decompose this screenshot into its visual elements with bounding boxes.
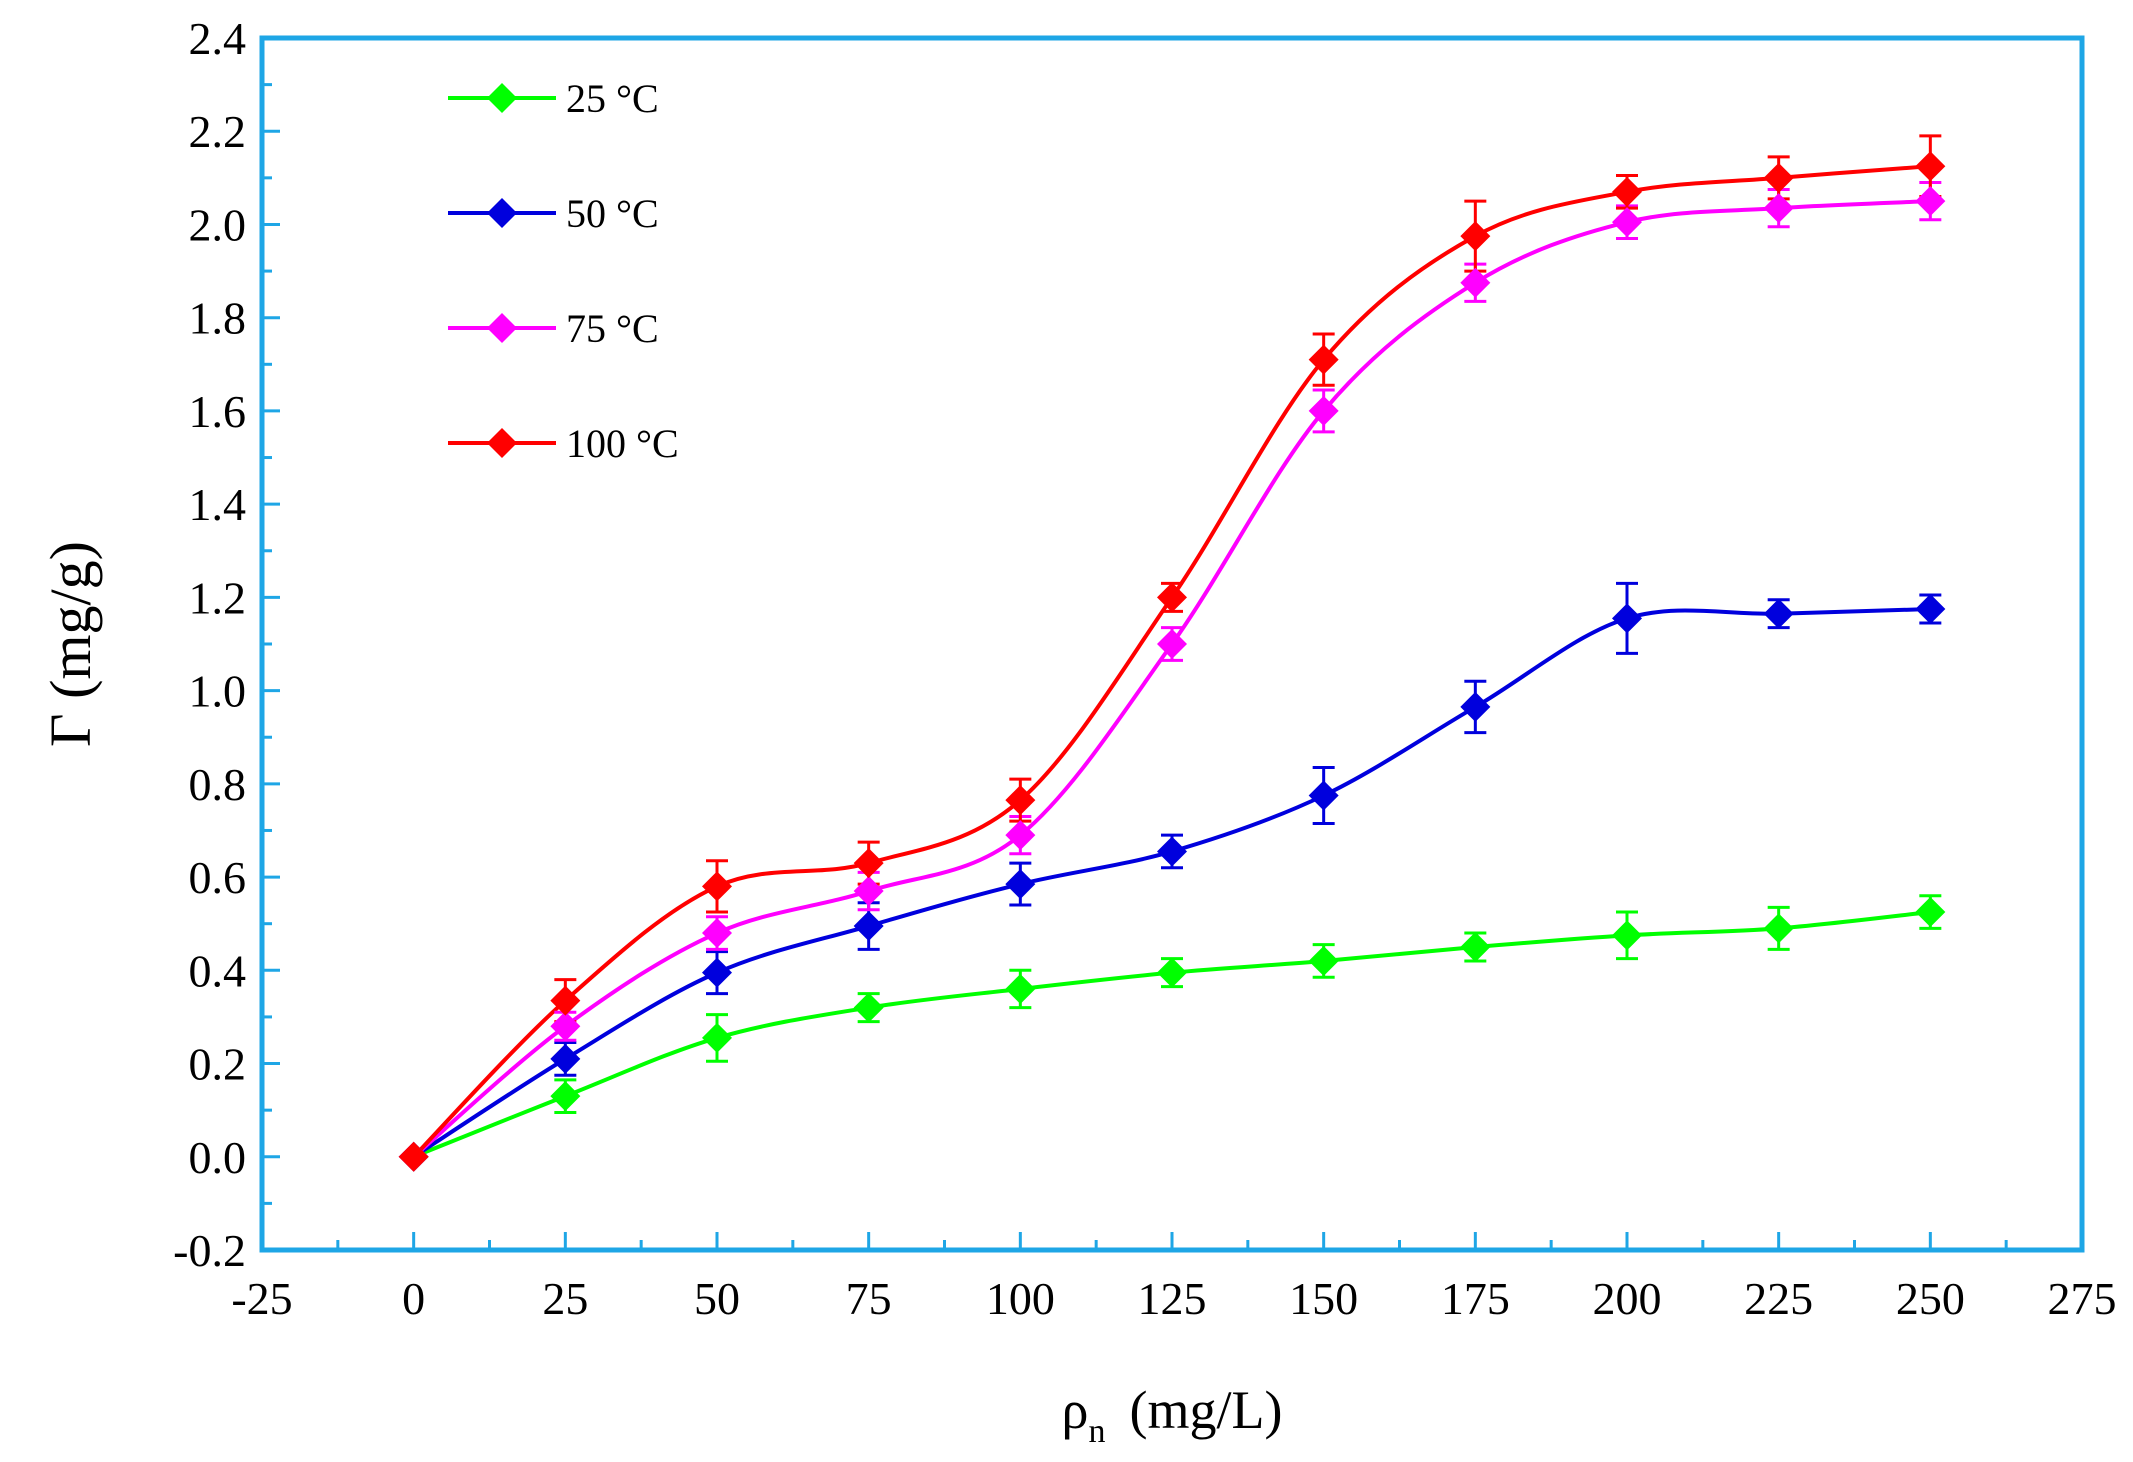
y-tick-label: 1.0: [189, 666, 247, 717]
data-point: [1915, 594, 1946, 625]
x-tick-label: -25: [231, 1273, 292, 1324]
data-point: [1157, 629, 1187, 659]
data-point: [550, 1081, 581, 1112]
data-point: [1460, 267, 1491, 298]
x-tick-label: 75: [846, 1273, 892, 1324]
data-point: [550, 1011, 581, 1042]
y-axis-ticks: -0.2 0.0 0.2 0.4 0.6 0.8 1.0 1.2 1.4 1.6 1.8 2.0 2.2…: [173, 13, 280, 1276]
series-line: [412, 607, 1931, 1159]
x-tick-label: 275: [2048, 1273, 2117, 1324]
data-point: [1308, 945, 1339, 976]
data-point: [1308, 344, 1339, 375]
data-point: [1005, 973, 1036, 1004]
series-line: [412, 910, 1931, 1159]
x-axis-ticks: -25 0 25 50 75 100 125 150 175 200 225 250 275: [231, 1232, 2117, 1324]
y-tick-label: 1.6: [189, 386, 247, 437]
y-tick-label: 0.0: [189, 1132, 247, 1183]
data-point: [1612, 207, 1642, 238]
legend-marker: [487, 428, 517, 458]
data-point: [702, 1022, 732, 1053]
legend-marker: [487, 83, 517, 113]
data-point: [550, 985, 581, 1016]
y-tick-label: 2.0: [189, 199, 247, 250]
legend-label: 25 °C: [566, 76, 659, 121]
y-tick-label: -0.2: [173, 1225, 246, 1276]
data-point: [1612, 920, 1642, 951]
y-tick-label: 0.4: [189, 945, 247, 996]
y-tick-label: 1.2: [189, 572, 247, 623]
x-tick-label: 50: [694, 1273, 740, 1324]
data-point: [1915, 186, 1946, 217]
data-point: [853, 876, 884, 907]
y-tick-label: 1.4: [189, 479, 247, 530]
legend-label: 75 °C: [566, 306, 659, 351]
data-point: [1005, 869, 1036, 900]
x-tick-label: 175: [1441, 1273, 1510, 1324]
data-point: [702, 918, 732, 949]
data-point: [1460, 932, 1491, 962]
y-tick-label: 0.2: [189, 1039, 247, 1090]
legend-marker: [487, 313, 517, 343]
data-markers: [398, 151, 1946, 1172]
data-point: [1612, 603, 1642, 634]
x-tick-label: 125: [1138, 1273, 1207, 1324]
data-point: [1763, 598, 1794, 629]
data-point: [1157, 582, 1187, 613]
x-tick-label: 150: [1289, 1273, 1358, 1324]
data-point: [853, 911, 884, 942]
y-tick-label: 1.8: [189, 293, 247, 344]
data-point: [702, 957, 732, 988]
legend-label: 50 °C: [566, 191, 659, 236]
y-tick-label: 2.2: [189, 106, 247, 157]
x-tick-label: 25: [542, 1273, 588, 1324]
legend-label: 100 °C: [566, 421, 679, 466]
data-point: [398, 1141, 429, 1172]
data-point: [1308, 395, 1339, 426]
y-tick-label: 0.8: [189, 759, 247, 810]
x-tick-label: 225: [1744, 1273, 1813, 1324]
data-point: [550, 1043, 581, 1074]
x-axis-title: ρn (mg/L): [1062, 1380, 1283, 1450]
data-point: [1005, 785, 1036, 816]
data-point: [1915, 151, 1946, 182]
data-point: [1763, 193, 1794, 224]
legend: 25 °C 50 °C 75 °C 100 °C: [448, 76, 679, 466]
data-point: [1763, 913, 1794, 944]
x-tick-label: 100: [986, 1273, 1055, 1324]
data-point: [1763, 162, 1794, 193]
y-axis-title: Γ (mg/g): [38, 541, 103, 747]
data-point: [1915, 897, 1946, 928]
data-point: [1157, 836, 1187, 867]
data-point: [853, 992, 884, 1023]
x-tick-label: 200: [1593, 1273, 1662, 1324]
data-point: [1157, 957, 1187, 988]
data-point: [1460, 221, 1491, 252]
y-tick-label: 0.6: [189, 852, 247, 903]
data-point: [853, 848, 884, 879]
x-tick-label: 250: [1896, 1273, 1965, 1324]
legend-marker: [487, 198, 517, 228]
data-point: [702, 871, 732, 902]
y-tick-label: 2.4: [189, 13, 247, 64]
data-point: [1460, 691, 1491, 722]
x-tick-label: 0: [402, 1273, 425, 1324]
data-point: [1308, 780, 1339, 811]
data-point: [1005, 820, 1036, 851]
data-point: [1612, 176, 1642, 207]
